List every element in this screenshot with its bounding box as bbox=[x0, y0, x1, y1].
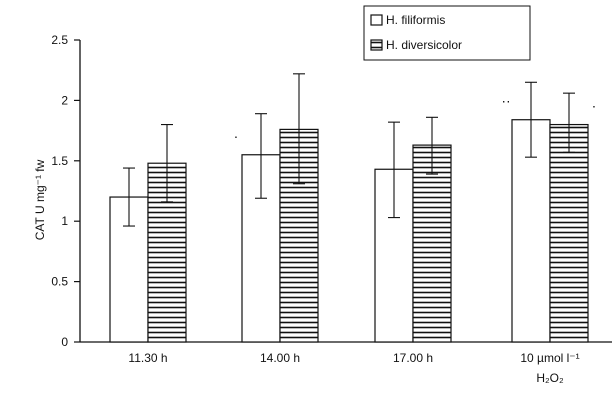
legend-swatch-open bbox=[370, 14, 383, 26]
legend-swatch-hatched bbox=[370, 39, 383, 51]
bar-diversicolor bbox=[549, 123, 589, 343]
significance-marks: ··· · bbox=[234, 93, 597, 144]
y-tick-label: 2.5 bbox=[51, 33, 68, 47]
legend-frame bbox=[363, 5, 531, 61]
y-axis-label: CAT U mg⁻¹ fw bbox=[33, 159, 47, 240]
significance-mark: ·· bbox=[501, 93, 510, 109]
y-tick-label: 1.5 bbox=[51, 154, 68, 168]
bars bbox=[109, 119, 589, 343]
x-tick-label: 17.00 h bbox=[393, 351, 433, 365]
x-axis-ticks: 11.30 h 14.00 h 17.00 h 10 µmol l⁻¹ H₂O₂ bbox=[128, 351, 579, 385]
x-tick-label-line2: H₂O₂ bbox=[536, 371, 564, 385]
y-tick-label: 2 bbox=[61, 93, 68, 107]
y-axis-ticks: 0 0.5 1 1.5 2 2.5 bbox=[51, 33, 80, 349]
x-tick-label: 14.00 h bbox=[260, 351, 300, 365]
legend-label-diversicolor: H. diversicolor bbox=[386, 38, 462, 52]
error-bars bbox=[123, 73, 575, 227]
significance-mark: · bbox=[592, 98, 597, 114]
legend: H. filiformis H. diversicolor bbox=[363, 5, 531, 61]
x-tick-label: 11.30 h bbox=[128, 351, 167, 365]
y-tick-label: 0.5 bbox=[51, 275, 68, 289]
legend-label-filiformis: H. filiformis bbox=[386, 13, 445, 27]
significance-mark: · bbox=[234, 128, 239, 144]
x-tick-label: 10 µmol l⁻¹ bbox=[520, 351, 579, 365]
y-tick-label: 1 bbox=[61, 214, 68, 228]
y-tick-label: 0 bbox=[61, 335, 68, 349]
